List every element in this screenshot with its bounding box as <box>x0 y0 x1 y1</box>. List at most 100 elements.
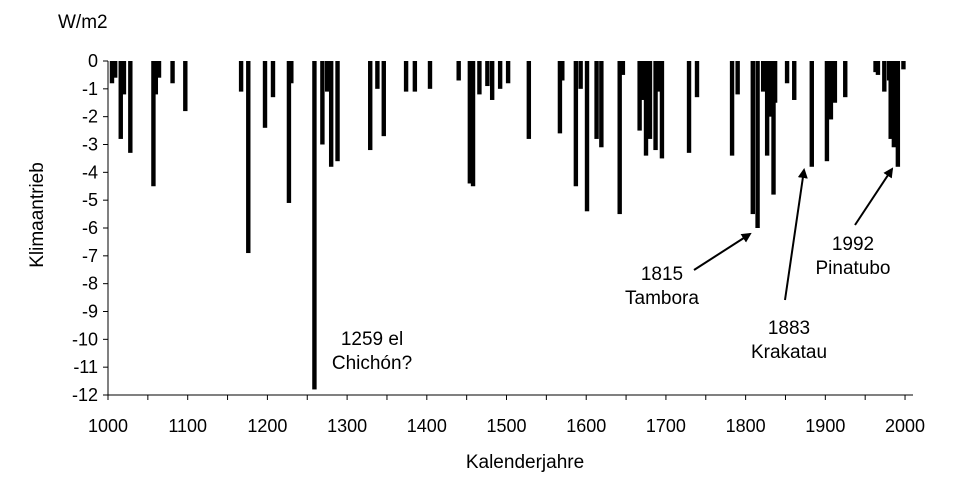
bar-1275 <box>324 61 330 92</box>
bar-1667 <box>637 61 642 131</box>
bar-1974 <box>882 61 887 92</box>
y-tick-label: -3 <box>82 135 98 155</box>
bar-1280 <box>328 61 334 167</box>
bar-1827 <box>764 61 770 156</box>
bar-1009 <box>112 61 118 78</box>
y-tick-label: 0 <box>88 51 98 71</box>
bar-1671 <box>640 61 646 100</box>
bar-1502 <box>505 61 511 84</box>
bar-1476 <box>485 61 490 87</box>
bar-1986 <box>891 61 897 148</box>
bar-1809 <box>750 61 755 215</box>
bars-layer <box>109 61 906 390</box>
y-tick-label: -1 <box>82 79 98 99</box>
y-tick-label: -7 <box>82 246 98 266</box>
bar-1060 <box>153 61 159 95</box>
bar-1966 <box>875 61 881 75</box>
x-tick-label: 1700 <box>646 416 686 436</box>
bar-1902 <box>824 61 830 162</box>
bar-1167 <box>238 61 244 92</box>
annotation-arrow-1815 <box>693 232 752 271</box>
bar-1385 <box>412 61 418 92</box>
bar-1329 <box>368 61 373 151</box>
bar-1016 <box>118 61 123 139</box>
bar-1227 <box>286 61 292 203</box>
bar-1835 <box>771 61 776 195</box>
bar-1822 <box>760 61 766 92</box>
bar-1374 <box>403 61 409 92</box>
bar-1815 <box>755 61 760 228</box>
bar-1963 <box>873 61 878 73</box>
y-unit-label: W/m2 <box>58 12 108 33</box>
x-tick-label: 1300 <box>327 416 367 436</box>
y-tick-label: -10 <box>72 329 98 349</box>
x-tick-label: 1000 <box>88 416 128 436</box>
bar-1619 <box>599 61 604 148</box>
bar-1912 <box>832 61 838 103</box>
annotation-label-1815: 1815 Tambora <box>625 264 699 309</box>
bar-1925 <box>843 61 848 98</box>
bar-1601 <box>584 61 590 212</box>
bar-1861 <box>792 61 797 100</box>
bar-1991 <box>895 61 901 167</box>
bar-1570 <box>560 61 565 81</box>
y-tick-label: -4 <box>82 162 98 182</box>
bar-1288 <box>335 61 340 162</box>
bar-1057 <box>151 61 156 187</box>
annotation-label-1259: 1259 el Chichón? <box>332 329 412 374</box>
x-tick-label: 1500 <box>486 416 526 436</box>
bar-1613 <box>594 61 599 139</box>
bar-1081 <box>170 61 175 84</box>
bar-1028 <box>128 61 133 153</box>
bar-1998 <box>901 61 906 70</box>
tick-labels-layer: 0 -1 -2 -3 -4 -5 -6 -7 -8 -9 -10 -11 -12 1000 1100 1200… <box>72 51 925 436</box>
bar-1020 <box>121 61 127 95</box>
x-tick-label: 1800 <box>726 416 766 436</box>
bar-1567 <box>557 61 563 134</box>
bar-1492 <box>497 61 503 89</box>
bar-1269 <box>320 61 325 145</box>
y-tick-label: -5 <box>82 190 98 210</box>
y-tick-label: -9 <box>82 302 98 322</box>
annotation-arrow-1883 <box>784 168 808 301</box>
x-axis-title: Kalenderjahre <box>466 452 584 473</box>
x-tick-label: 1400 <box>407 416 447 436</box>
annotation-label-1883: 1883 Krakatau <box>751 318 827 363</box>
x-tick-label: 1100 <box>168 416 207 436</box>
bar-1675 <box>643 61 649 156</box>
bar-1587 <box>573 61 579 187</box>
axes-layer <box>103 60 913 400</box>
bar-1691 <box>656 61 661 92</box>
bar-1832 <box>768 61 774 117</box>
bar-1783 <box>729 61 735 156</box>
bar-1097 <box>183 61 188 112</box>
bar-1454 <box>467 61 473 184</box>
bar-1404 <box>427 61 433 89</box>
bar-1259 <box>312 61 317 390</box>
bar-1642 <box>617 61 622 215</box>
y-tick-label: -12 <box>72 385 98 405</box>
bar-1837 <box>772 61 778 103</box>
y-tick-label: -2 <box>82 107 98 127</box>
bar-1790 <box>735 61 740 95</box>
bar-1593 <box>578 61 583 89</box>
bar-1338 <box>375 61 380 89</box>
bar-1197 <box>262 61 268 128</box>
bar-1687 <box>653 61 658 151</box>
bar-1466 <box>477 61 482 95</box>
x-tick-label: 2000 <box>885 416 925 436</box>
bar-1064 <box>156 61 162 78</box>
bar-1005 <box>109 61 115 84</box>
bar-1883 <box>809 61 814 167</box>
y-tick-label: -11 <box>73 357 98 377</box>
annotation-label-1992: 1992 Pinatubo <box>815 234 890 279</box>
bar-1176 <box>246 61 251 254</box>
bar-1207 <box>270 61 276 98</box>
y-tick-label: -8 <box>82 274 98 294</box>
bar-1729 <box>686 61 692 153</box>
bar-1680 <box>647 61 653 139</box>
bar-1230 <box>289 61 294 84</box>
bar-1646 <box>620 61 626 75</box>
bar-1852 <box>784 61 790 84</box>
